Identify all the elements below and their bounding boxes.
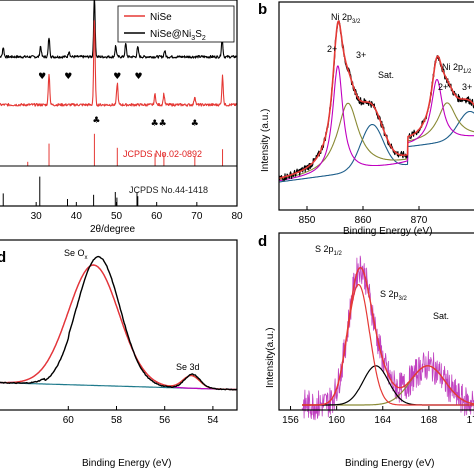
panel-b-curves — [278, 20, 474, 183]
panel-c-frame — [0, 239, 238, 411]
ni2p32-3plus: 3+ — [356, 50, 366, 60]
ref-label-02-0892: JCPDS No.02-0892 — [123, 149, 202, 159]
panel-a-x-tick-label: 50 — [111, 211, 123, 222]
ni2p12-2plus: 2+ — [438, 82, 448, 92]
panel-d-s2p: d 156 160 164 168 172 Intensity(a.u.) Bindin… — [258, 232, 474, 469]
panel-b-ni2p: b 850 860 870 Intensity (a.u.) Binding Ene… — [258, 1, 474, 237]
panel-a-x-tick-label: 80 — [231, 211, 243, 222]
ni2p32-2plus: 2+ — [327, 44, 337, 54]
panel-d-y-label: Intensity(a.u.) — [265, 327, 276, 388]
panel-b-x-ticks: 850 860 870 — [299, 206, 428, 226]
heart-marker: ♥ — [135, 72, 143, 82]
heart-marker: ♥ — [38, 72, 46, 82]
panel-d-x-ticks: 156 160 164 168 172 — [282, 406, 474, 426]
s-fit-envelope — [301, 266, 474, 406]
panel-a-x-label: 2θ/degree — [90, 224, 135, 235]
panel-a-markers: ♥ ♥ ♥ ♥♣ ♣ ♣ ♣ — [38, 72, 199, 129]
legend-box — [117, 5, 235, 43]
panel-a-legend: NiSe NiSe@Ni3S2 — [117, 5, 235, 43]
panel-d-letter: d — [258, 233, 267, 250]
panel-b-x-tick-label: 860 — [355, 215, 372, 226]
panel-c-x-tick-label: 60 — [63, 415, 75, 426]
se-fit-envelope — [0, 264, 237, 391]
ref-label-44-1418: JCPDS No.44-1418 — [129, 185, 208, 195]
panel-c-x-tick-label: 56 — [159, 415, 171, 426]
club-marker: ♣ — [191, 119, 199, 129]
panel-c-x-label: Binding Energy (eV) — [82, 458, 172, 469]
panel-a-x-tick-label: 40 — [71, 211, 83, 222]
s-raw-spectrum — [301, 255, 474, 421]
panel-a-x-tick-label: 70 — [191, 211, 203, 222]
panel-d-x-tick-label: 164 — [374, 415, 391, 426]
panel-c-x-ticks: 60 58 56 54 — [63, 406, 219, 426]
club-marker: ♣ — [92, 116, 100, 126]
ni-sat-component — [278, 110, 474, 183]
panel-b-x-tick-label: 870 — [411, 215, 428, 226]
panel-d-x-tick-label: 156 — [282, 415, 299, 426]
se3d-label: Se 3d — [176, 362, 200, 372]
seox-component — [0, 264, 237, 391]
panel-a-reference-ticks — [2, 133, 224, 206]
ni3-component — [278, 102, 474, 181]
panel-c-x-tick-label: 54 — [207, 415, 219, 426]
panel-a-curves — [0, 0, 238, 107]
panel-c-se3d: d 60 58 56 54 Binding Energy (eV) Se Ox Se … — [0, 239, 238, 469]
panel-b-x-tick-label: 850 — [299, 215, 316, 226]
panel-d-frame — [278, 232, 474, 411]
panel-d-curves — [301, 255, 474, 421]
xrd-series-nise-ni3s2 — [0, 0, 238, 59]
panel-b-y-label: Intensity (a.u.) — [260, 109, 271, 172]
s2p32-label: S 2p3/2 — [380, 289, 408, 302]
club-marker: ♣ — [151, 119, 159, 129]
club-marker: ♣ — [159, 119, 167, 129]
panel-a-x-ticks: 30 40 50 60 70 80 — [31, 202, 243, 222]
seox-label: Se Ox — [64, 248, 88, 261]
panel-d-x-tick-label: 172 — [467, 415, 474, 426]
ni2p12-label: Ni 2p1/2 — [442, 62, 472, 75]
panel-d-x-label: Binding Energy (eV) — [345, 458, 435, 469]
panel-b-frame — [278, 1, 474, 211]
panel-a-x-tick-label: 60 — [151, 211, 163, 222]
ni2-component — [278, 65, 474, 182]
s2p12-label: S 2p1/2 — [315, 244, 343, 257]
legend-label-nise: NiSe — [150, 12, 172, 23]
xrd-series-nise — [0, 20, 238, 107]
se-raw-spectrum — [0, 255, 237, 391]
ni-fit-envelope — [278, 20, 474, 179]
ni2p12-3plus: 3+ — [462, 82, 472, 92]
panel-b-letter: b — [258, 1, 267, 18]
panel-d-x-tick-label: 160 — [328, 415, 345, 426]
panel-b-x-label: Binding Energy (eV) — [343, 226, 433, 237]
ni2p32-label: Ni 2p3/2 — [331, 12, 361, 25]
heart-marker: ♥ — [64, 72, 72, 82]
panel-c-curves — [0, 255, 237, 391]
sat-label: Sat. — [378, 70, 394, 80]
s-sat-label: Sat. — [433, 311, 449, 321]
heart-marker: ♥ — [113, 72, 121, 82]
panel-a-xrd: ♥ ♥ ♥ ♥♣ ♣ ♣ ♣ 30 40 50 60 70 80 JCPDS No.02-0892 J… — [0, 0, 243, 235]
panel-c-letter: d — [0, 249, 6, 266]
legend-label-nise-ni3s2: NiSe@Ni3S2 — [150, 29, 206, 42]
panel-d-x-tick-label: 168 — [421, 415, 438, 426]
panel-c-x-tick-label: 58 — [111, 415, 123, 426]
panel-a-x-tick-label: 30 — [31, 211, 43, 222]
